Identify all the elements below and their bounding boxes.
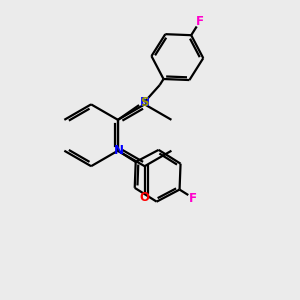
Text: F: F [196,15,204,28]
Text: F: F [189,192,197,205]
Text: S: S [140,96,148,109]
Text: N: N [140,96,150,110]
Text: O: O [140,191,150,205]
Text: N: N [114,144,124,157]
